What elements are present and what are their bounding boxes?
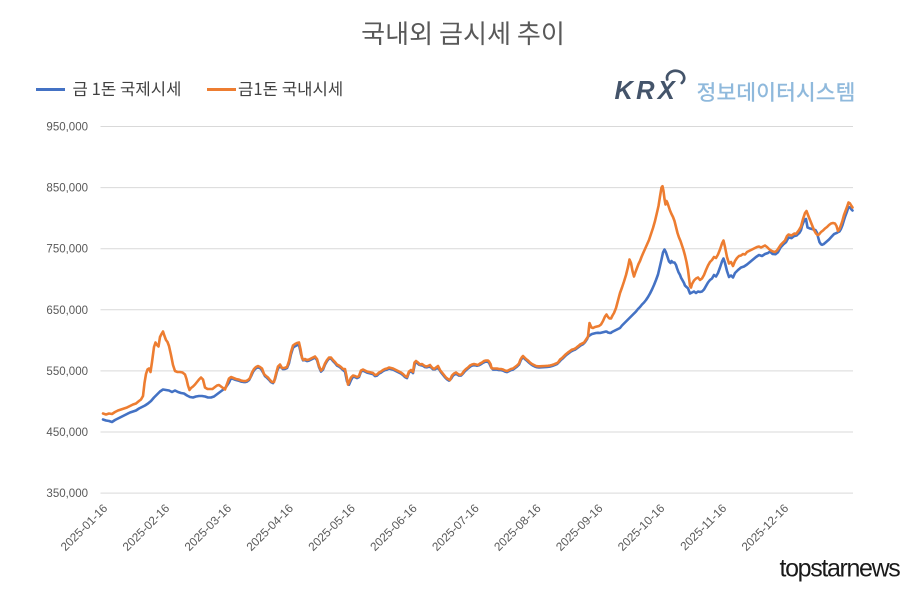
svg-text:650,000: 650,000 [46,305,88,317]
svg-text:KRX: KRX [615,77,678,105]
svg-text:750,000: 750,000 [46,244,88,256]
svg-text:350,000: 350,000 [46,488,88,500]
svg-text:550,000: 550,000 [46,366,88,378]
svg-text:950,000: 950,000 [46,122,88,134]
svg-text:topstarnews: topstarnews [780,555,901,583]
svg-text:850,000: 850,000 [46,183,88,195]
svg-text:450,000: 450,000 [46,427,88,439]
